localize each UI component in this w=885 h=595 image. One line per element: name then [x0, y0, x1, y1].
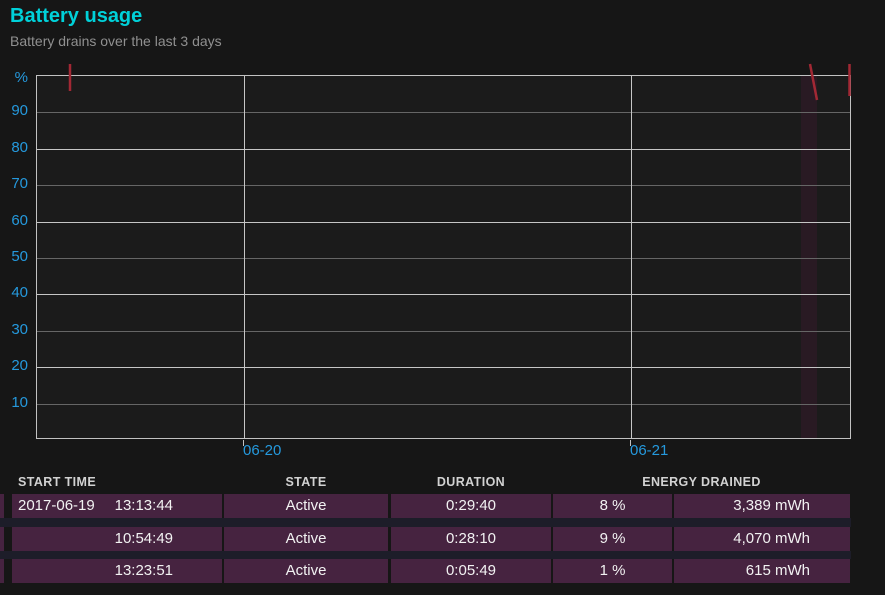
start-time-cell: 2017-06-19 13:13:44	[12, 494, 222, 518]
x-tick-mark-0621	[630, 440, 631, 446]
percent-drained-cell: 9 %	[553, 527, 672, 551]
row-gap	[0, 518, 851, 527]
y-axis-unit-label: %	[14, 69, 28, 86]
start-time-cell: 13:23:51	[12, 559, 222, 583]
col-header-duration: DURATION	[436, 475, 506, 489]
percent-drained-cell: 8 %	[553, 494, 672, 518]
x-tick-0620: 06-20	[243, 442, 282, 459]
table-row: 2017-06-19 13:13:44 Active 0:29:40 8 % 3…	[0, 494, 885, 518]
col-header-energy-drained: ENERGY DRAINED	[642, 475, 761, 489]
row-edge-cell	[0, 494, 4, 518]
start-time-cell: 10:54:49	[12, 527, 222, 551]
gridline-20	[37, 367, 850, 368]
highlighted-time-band	[801, 76, 817, 438]
gridline-40	[37, 294, 850, 295]
row-edge-cell	[0, 559, 4, 583]
energy-drained-cell: 3,389 mWh	[674, 494, 850, 518]
y-tick-50: 50	[11, 248, 28, 265]
y-tick-40: 40	[11, 284, 28, 301]
col-header-state: STATE	[285, 475, 327, 489]
y-tick-60: 60	[11, 212, 28, 229]
y-tick-20: 20	[11, 357, 28, 374]
gridline-60	[37, 222, 850, 223]
gridline-80	[37, 149, 850, 150]
y-tick-90: 90	[11, 102, 28, 119]
start-time: 10:54:49	[114, 530, 173, 547]
gridline-10	[37, 404, 850, 405]
state-cell: Active	[224, 527, 388, 551]
y-tick-10: 10	[11, 394, 28, 411]
state-cell: Active	[224, 494, 388, 518]
page-title: Battery usage	[10, 5, 143, 27]
duration-cell: 0:28:10	[391, 527, 551, 551]
table-row: 10:54:49 Active 0:28:10 9 % 4,070 mWh	[0, 527, 885, 551]
gridline-date-0620	[244, 76, 245, 438]
y-tick-30: 30	[11, 321, 28, 338]
duration-cell: 0:05:49	[391, 559, 551, 583]
y-tick-70: 70	[11, 175, 28, 192]
energy-drained-cell: 4,070 mWh	[674, 527, 850, 551]
table-row: 13:23:51 Active 0:05:49 1 % 615 mWh	[0, 559, 885, 583]
start-date: 2017-06-19	[18, 497, 95, 514]
x-tick-0621: 06-21	[630, 442, 669, 459]
percent-drained-cell: 1 %	[553, 559, 672, 583]
row-gap	[0, 551, 851, 559]
gridline-90	[37, 112, 850, 113]
gridline-30	[37, 331, 850, 332]
state-cell: Active	[224, 559, 388, 583]
battery-usage-chart	[36, 75, 851, 439]
x-tick-mark-0620	[243, 440, 244, 446]
page-subtitle: Battery drains over the last 3 days	[10, 33, 222, 49]
row-edge-cell	[0, 527, 4, 551]
duration-cell: 0:29:40	[391, 494, 551, 518]
col-header-start-time: START TIME	[18, 475, 97, 489]
gridline-70	[37, 185, 850, 186]
start-time: 13:23:51	[114, 562, 173, 579]
gridline-50	[37, 258, 850, 259]
energy-drained-cell: 615 mWh	[674, 559, 850, 583]
y-tick-80: 80	[11, 139, 28, 156]
gridline-date-0621	[631, 76, 632, 438]
start-time: 13:13:44	[114, 497, 173, 514]
